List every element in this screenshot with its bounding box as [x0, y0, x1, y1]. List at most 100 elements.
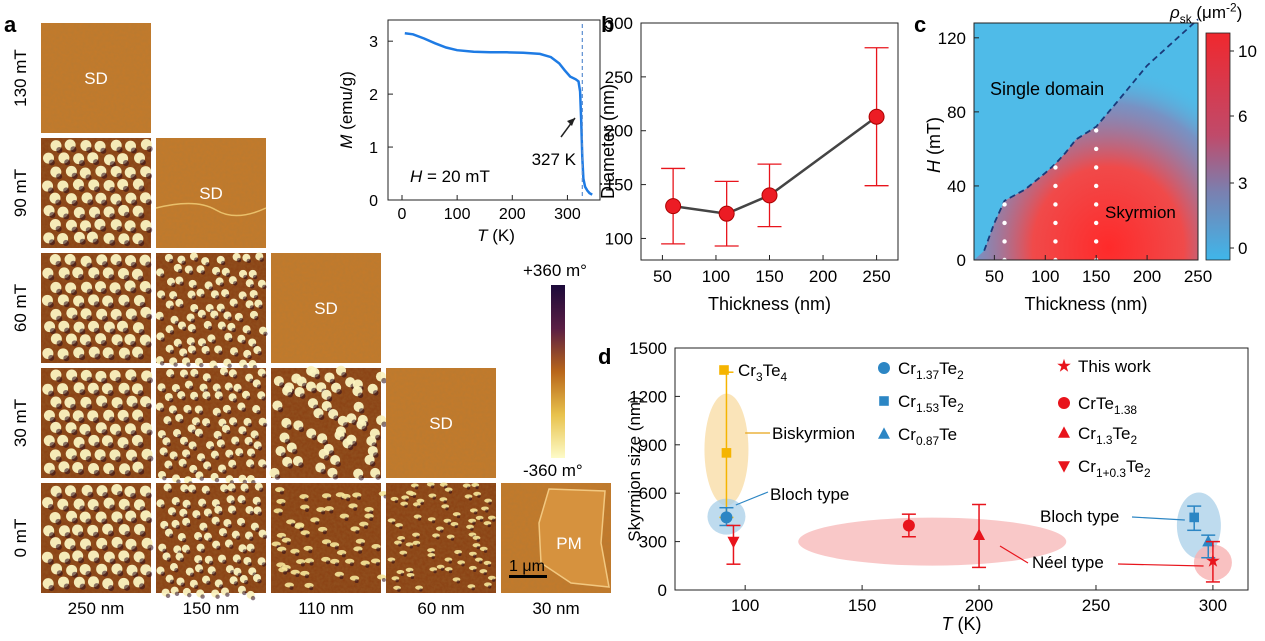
skyrmion-shadow — [117, 490, 124, 497]
skyrmion-shadow — [251, 453, 256, 458]
legend-entry: Cr1.3Te2 — [1078, 424, 1137, 447]
tc-arrow-head — [567, 118, 575, 126]
skyrmion-shadow — [160, 571, 166, 576]
skyrmion-shadow — [376, 547, 381, 552]
diameter-line — [672, 115, 878, 215]
skyrmion-shadow — [281, 550, 286, 554]
skyrmion-shadow — [217, 435, 223, 441]
skyrmion-shadow — [137, 441, 144, 448]
skyrmion-shadow — [63, 355, 70, 362]
skyrmion-shadow — [161, 295, 166, 300]
skyrmion-shadow — [456, 514, 461, 519]
legend-entry: Cr1+0.3Te2 — [1078, 457, 1151, 480]
skyrmion-shadow — [124, 470, 131, 477]
skyrmion-shadow — [436, 536, 440, 540]
skyrmion-shadow — [79, 213, 86, 220]
skyrmion-shadow — [211, 571, 217, 576]
skyrmion-shadow — [130, 287, 137, 294]
mfm-image: SD — [155, 138, 267, 248]
skyrmion-shadow — [394, 499, 398, 504]
skyrmion-shadow — [108, 585, 115, 592]
skyrmion-shadow — [124, 301, 131, 308]
skyrmion-shadow — [218, 510, 223, 516]
skyrmion-shadow — [249, 510, 255, 516]
skyrmion-shadow — [71, 200, 78, 207]
skyrmion-shadow — [300, 562, 305, 567]
skyrmion-shadow — [361, 425, 368, 432]
field-label: 30 mT — [11, 399, 30, 447]
skyrmion-shadow — [237, 388, 243, 394]
skyrmion-shadow — [326, 542, 331, 547]
y-tick-label: 300 — [639, 533, 667, 552]
skyrmion-shadow — [234, 352, 239, 357]
skyrmion-shadow — [138, 212, 145, 219]
thickness-label: 150 nm — [183, 599, 240, 618]
skyrmion-shadow — [139, 159, 146, 166]
y-tick-label: 2 — [369, 87, 378, 104]
skyrmion-shadow — [447, 521, 451, 525]
skyrmion-shadow — [326, 396, 333, 402]
mfm-image — [155, 252, 268, 370]
skyrmion-shadow — [62, 441, 70, 448]
skyrmion-shadow — [381, 421, 387, 428]
data-point — [761, 187, 778, 204]
skyrmion-shadow — [70, 492, 77, 499]
skyrmion-shadow — [287, 463, 293, 469]
skyrmion-shadow — [93, 327, 100, 334]
skyrmion-shadow — [107, 530, 114, 537]
skyrmion-shadow — [292, 448, 298, 455]
skyrmion-shadow — [131, 456, 138, 463]
skyrmion-shadow — [246, 330, 252, 335]
skyrmion-shadow — [138, 185, 145, 192]
skyrmion-shadow — [194, 373, 199, 379]
skyrmion-shadow — [398, 543, 402, 547]
skyrmion-shadow — [491, 518, 496, 522]
skyrmion-shadow — [323, 455, 330, 461]
mfm-image — [41, 483, 154, 593]
field-annotation: H = 20 mT — [410, 167, 490, 186]
skyrmion-shadow — [356, 495, 361, 500]
legend-entry: Cr3Te4 — [738, 361, 788, 384]
skyrmion-shadow — [354, 579, 359, 584]
skyrmion-shadow — [456, 580, 460, 584]
skyrmion-shadow — [308, 549, 313, 554]
skyrmion-shadow — [93, 301, 100, 308]
single-domain-label: Single domain — [990, 79, 1104, 99]
skyrmion-shadow — [145, 492, 152, 499]
skyrmion-shadow — [232, 510, 237, 515]
colorbar-tick-label: 10 — [1238, 42, 1257, 61]
neel-label: Néel type — [1032, 553, 1104, 572]
phase-colorbar-max: +360 m° — [523, 261, 587, 280]
measurement-dot — [1093, 220, 1099, 226]
skyrmion-shadow — [107, 442, 114, 449]
skyrmion-shadow — [85, 545, 92, 552]
legend-entry: Cr0.87Te — [898, 425, 957, 448]
skyrmion-shadow — [70, 146, 77, 153]
x-tick-label: 100 — [1031, 267, 1059, 286]
skyrmion-shadow — [206, 423, 211, 428]
skyrmion-shadow — [208, 560, 214, 566]
skyrmion-shadow — [199, 476, 204, 481]
skyrmion-shadow — [56, 340, 63, 347]
y-axis-label: H (mT) — [924, 117, 944, 173]
skyrmion-shadow — [56, 288, 63, 295]
measurement-dot — [1093, 183, 1099, 189]
skyrmion-shadow — [488, 585, 492, 589]
skyrmion-shadow — [55, 518, 62, 525]
skyrmion-shadow — [147, 544, 154, 551]
skyrmion-shadow — [49, 469, 56, 476]
skyrmion-shadow — [332, 474, 339, 480]
skyrmion-shadow — [56, 492, 63, 499]
skyrmion-shadow — [78, 417, 85, 424]
skyrmion-shadow — [168, 465, 173, 470]
skyrmion-shadow — [115, 430, 122, 437]
skyrmion-shadow — [92, 531, 100, 538]
mfm-image: SD — [41, 23, 151, 133]
skyrmion-shadow — [116, 225, 123, 232]
skyrmion-shadow — [163, 452, 169, 457]
scale-bar — [509, 575, 547, 578]
skyrmion-shadow — [131, 315, 138, 322]
skyrmion-shadow — [131, 545, 138, 552]
skyrmion-shadow — [47, 558, 54, 565]
